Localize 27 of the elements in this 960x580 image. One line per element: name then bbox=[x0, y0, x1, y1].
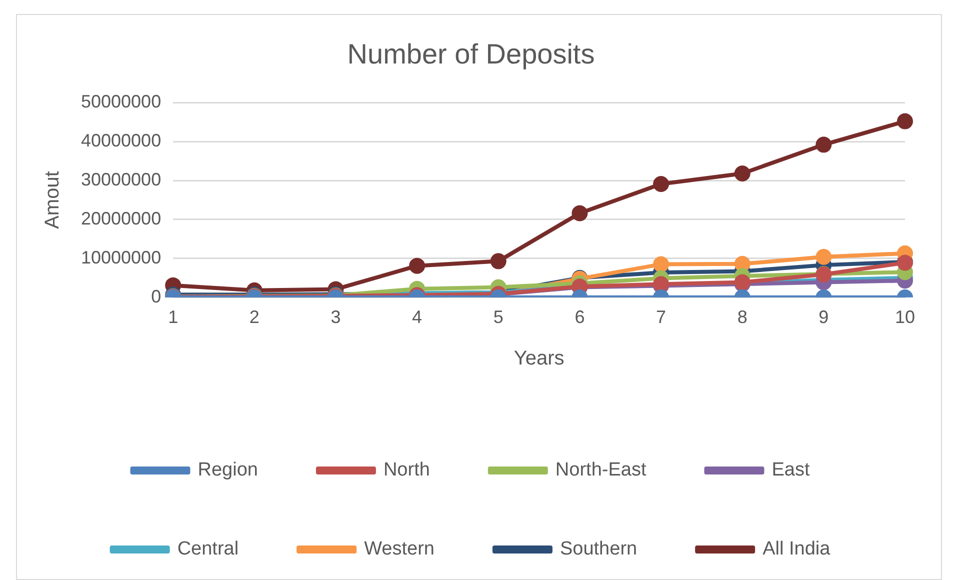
legend-label: Western bbox=[364, 538, 434, 560]
legend-label: Region bbox=[198, 460, 258, 481]
y-tick-label: 50000000 bbox=[80, 92, 162, 112]
x-tick-label: 3 bbox=[330, 307, 341, 328]
legend-label: North-East bbox=[555, 460, 647, 481]
legend-label: North bbox=[383, 460, 430, 481]
x-tick-label: 6 bbox=[574, 307, 585, 328]
x-tick-label: 7 bbox=[656, 307, 666, 328]
legend-label: Central bbox=[177, 538, 239, 560]
x-tick-label: 1 bbox=[168, 307, 178, 328]
x-tick-label: 5 bbox=[493, 307, 504, 328]
y-tick-label: 10000000 bbox=[80, 247, 162, 268]
legend-label: Southern bbox=[560, 538, 638, 560]
x-axis-title: Years bbox=[514, 348, 564, 370]
legend-label: East bbox=[772, 460, 810, 481]
y-tick-label: 40000000 bbox=[80, 130, 162, 151]
legend-label: All India bbox=[762, 538, 831, 560]
y-axis-title: Amout bbox=[42, 170, 64, 229]
x-tick-label: 2 bbox=[249, 307, 260, 328]
chart-title: Number of Deposits bbox=[347, 38, 595, 70]
y-tick-label: 30000000 bbox=[80, 169, 162, 190]
x-tick-label: 4 bbox=[412, 307, 422, 328]
y-tick-label: 20000000 bbox=[80, 208, 162, 228]
x-tick-label: 10 bbox=[894, 307, 916, 328]
y-tick-label: 0 bbox=[151, 286, 162, 306]
x-tick-label: 8 bbox=[737, 307, 748, 328]
x-tick-label: 9 bbox=[818, 307, 829, 328]
